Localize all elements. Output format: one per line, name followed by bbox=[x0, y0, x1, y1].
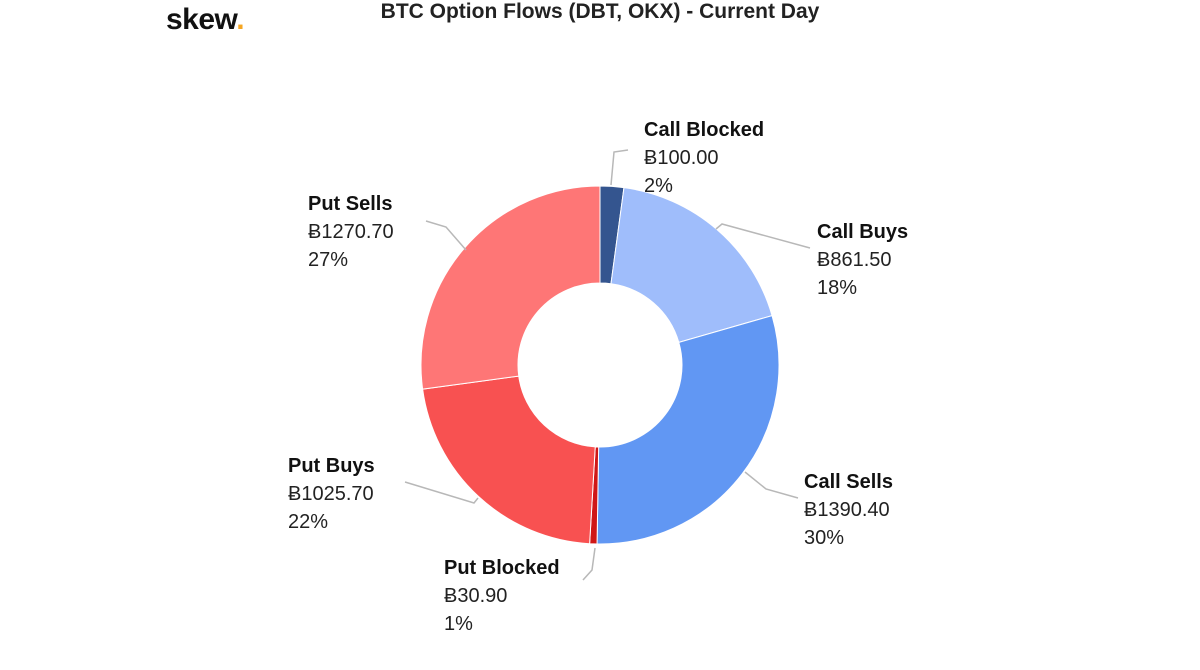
leader-line bbox=[425, 220, 467, 251]
leader-line bbox=[582, 547, 596, 581]
chart-title-text: BTC Option Flows (DBT, OKX) - Current Da… bbox=[380, 0, 820, 23]
slice-label-name: Put Blocked bbox=[444, 557, 560, 579]
slice-label-percent: 30% bbox=[804, 527, 844, 549]
slice-label-name: Call Blocked bbox=[644, 119, 764, 141]
slice-label-name: Put Sells bbox=[308, 193, 392, 215]
chart-title: BTC Option Flows (DBT, OKX) - Current Da… bbox=[0, 0, 1200, 24]
slice-label-percent: 1% bbox=[444, 613, 473, 635]
slice-label-value: Ƀ1390.40 bbox=[804, 499, 890, 521]
slice-put-buys[interactable] bbox=[422, 375, 596, 545]
slice-call-sells[interactable] bbox=[596, 314, 780, 545]
slice-label-percent: 27% bbox=[308, 249, 348, 271]
slice-label-value: Ƀ1025.70 bbox=[288, 483, 374, 505]
slice-label-value: Ƀ100.00 bbox=[644, 147, 719, 169]
logo-dot: . bbox=[236, 3, 245, 36]
slice-put-sells[interactable] bbox=[420, 185, 601, 390]
slice-label-percent: 2% bbox=[644, 175, 673, 197]
slice-label-name: Put Buys bbox=[288, 455, 375, 477]
slice-label-value: Ƀ1270.70 bbox=[308, 221, 394, 243]
slice-label-value: Ƀ861.50 bbox=[817, 249, 892, 271]
leader-line bbox=[744, 471, 799, 499]
slice-call-buys[interactable] bbox=[610, 187, 773, 343]
slice-label-value: Ƀ30.90 bbox=[444, 585, 507, 607]
leader-line bbox=[610, 149, 629, 186]
label-leaders bbox=[404, 149, 811, 581]
slice-label-percent: 18% bbox=[817, 277, 857, 299]
leader-line bbox=[404, 481, 479, 504]
slice-label-name: Call Buys bbox=[817, 221, 908, 243]
slice-label-percent: 22% bbox=[288, 511, 328, 533]
slice-labels: Call Blocked Ƀ100.00 2% Call Buys Ƀ861.50 18%… bbox=[288, 119, 908, 635]
slice-label-name: Call Sells bbox=[804, 471, 893, 493]
skew-logo: skew. bbox=[166, 2, 245, 38]
leader-line bbox=[715, 223, 811, 249]
logo-text: skew bbox=[166, 3, 237, 36]
donut-slices bbox=[420, 185, 780, 545]
